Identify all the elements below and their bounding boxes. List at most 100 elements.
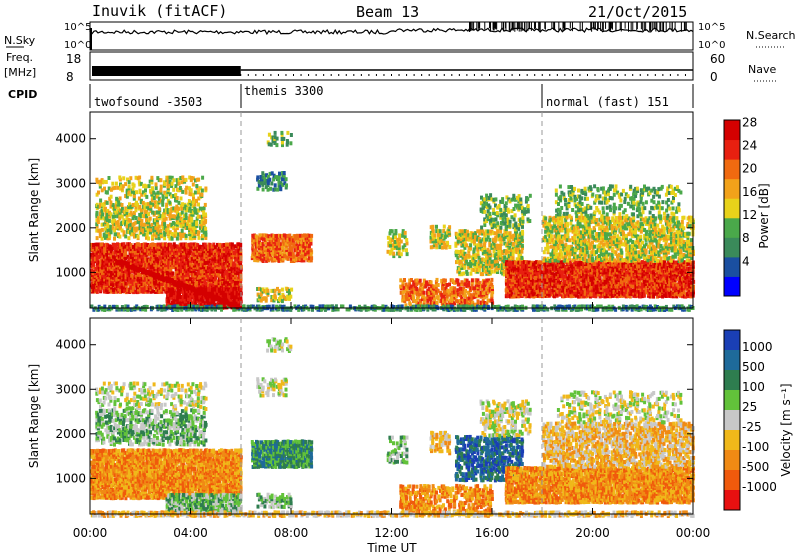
heatmap-cell <box>194 178 197 183</box>
heatmap-cell <box>176 293 180 298</box>
freq-trace <box>92 66 693 76</box>
heatmap-cell <box>161 214 165 219</box>
heatmap-cell <box>102 254 106 259</box>
heatmap-cell <box>196 259 199 264</box>
heatmap-cell <box>210 244 214 249</box>
heatmap-cell <box>162 251 166 255</box>
heatmap-cell <box>118 248 122 253</box>
heatmap-cell <box>208 263 212 268</box>
heatmap-cell <box>146 243 150 247</box>
heatmap-cell <box>236 271 240 276</box>
heatmap-cell <box>109 279 113 284</box>
heatmap-cell <box>100 188 104 193</box>
heatmap-cell <box>193 299 196 304</box>
heatmap-cell <box>222 265 226 270</box>
heatmap-cell <box>205 265 209 270</box>
heatmap-cell <box>170 234 174 239</box>
heatmap-cell <box>148 216 152 221</box>
heatmap-cell <box>90 263 94 268</box>
heatmap-cell <box>190 220 194 224</box>
heatmap-cell <box>398 233 402 238</box>
heatmap-cell <box>151 250 155 255</box>
heatmap-cell <box>151 289 155 294</box>
heatmap-cell <box>176 262 180 267</box>
heatmap-cell <box>456 278 460 283</box>
heatmap-cell <box>120 266 124 271</box>
heatmap-cell <box>193 231 197 236</box>
heatmap-cell <box>177 188 181 193</box>
heatmap-cell <box>146 279 150 284</box>
heatmap-cell <box>145 226 149 231</box>
heatmap-cell <box>117 277 121 282</box>
heatmap-cell <box>190 216 194 221</box>
heatmap-cell <box>230 255 234 260</box>
heatmap-cell <box>179 212 183 217</box>
heatmap-cell <box>187 216 191 221</box>
heatmap-cell <box>93 242 97 247</box>
heatmap-cell <box>392 251 396 256</box>
heatmap-cell <box>266 288 270 293</box>
heatmap-cell <box>135 255 139 259</box>
heatmap-cell <box>185 252 189 257</box>
heatmap-cell <box>177 181 181 186</box>
heatmap-cell <box>167 301 171 306</box>
heatmap-cell <box>189 294 193 299</box>
noise-left-tick-top: 10^5 <box>64 22 91 33</box>
heatmap-cell <box>182 269 185 274</box>
heatmap-cell <box>138 279 142 284</box>
heatmap-cell <box>95 236 99 241</box>
heatmap-cell <box>102 179 106 184</box>
heatmap-cell <box>233 284 237 288</box>
heatmap-cell <box>170 194 174 199</box>
heatmap-cell <box>129 218 132 223</box>
heatmap-cell <box>131 186 135 191</box>
heatmap-cell <box>90 275 94 280</box>
heatmap-cell <box>169 295 173 300</box>
heatmap-cell <box>488 205 492 210</box>
heatmap-cell <box>192 225 196 230</box>
heatmap-cell <box>225 279 229 284</box>
heatmap-cell <box>99 258 103 263</box>
heatmap-cell <box>218 263 221 268</box>
heatmap-cell <box>467 280 471 285</box>
heatmap-cell <box>206 267 210 272</box>
heatmap-cell <box>201 273 205 278</box>
heatmap-cell <box>131 281 135 286</box>
heatmap-cell <box>158 242 162 247</box>
heatmap-cell <box>173 233 177 238</box>
heatmap-cell <box>129 222 133 227</box>
heatmap-cell <box>214 283 218 288</box>
heatmap-cell <box>188 277 192 282</box>
heatmap-cell <box>464 289 467 293</box>
heatmap-cell <box>149 285 153 290</box>
heatmap-cell <box>188 223 191 228</box>
heatmap-cell <box>104 257 108 262</box>
heatmap-cell <box>103 243 107 248</box>
heatmap-cell <box>492 207 496 212</box>
heatmap-cell <box>154 265 158 269</box>
heatmap-cell <box>181 189 185 194</box>
heatmap-cell <box>239 277 243 282</box>
heatmap-cell <box>189 192 193 197</box>
heatmap-cell <box>175 257 178 262</box>
heatmap-cell <box>192 255 196 260</box>
heatmap-cell <box>208 281 212 286</box>
heatmap-cell <box>149 200 153 205</box>
heatmap-cell <box>110 253 114 258</box>
heatmap-cell <box>198 214 202 219</box>
heatmap-cell <box>178 294 182 299</box>
heatmap-cell <box>405 248 408 253</box>
heatmap-cell <box>94 257 97 262</box>
heatmap-cell <box>180 206 184 211</box>
heatmap-cell <box>204 212 207 217</box>
heatmap-cell <box>170 214 173 219</box>
heatmap-cell <box>170 275 174 280</box>
heatmap-cell <box>168 208 172 213</box>
freq-label-2: [MHz] <box>4 66 36 79</box>
heatmap-cell <box>230 249 234 253</box>
heatmap-cell <box>125 224 129 229</box>
heatmap-cell <box>127 205 131 209</box>
heatmap-cell <box>122 232 126 237</box>
heatmap-cell <box>134 175 138 180</box>
heatmap-cell <box>138 263 142 268</box>
